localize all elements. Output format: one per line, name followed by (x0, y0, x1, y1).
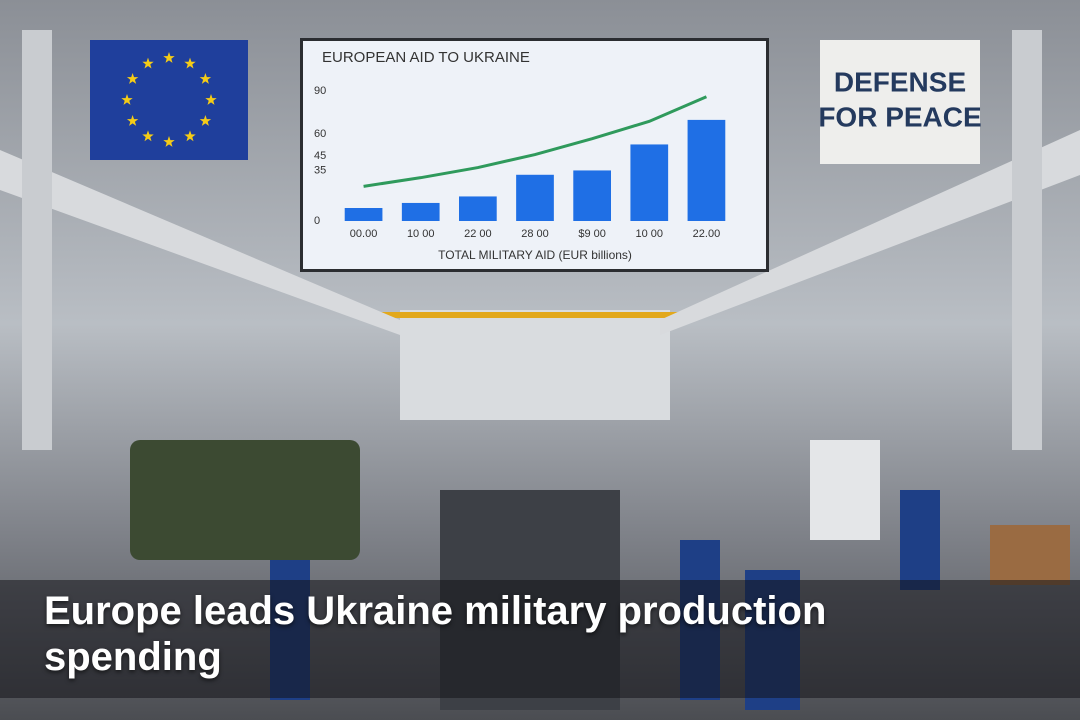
bar (516, 174, 554, 221)
bar (687, 119, 726, 221)
bar (401, 202, 440, 221)
crate (990, 525, 1070, 585)
star (199, 73, 212, 84)
bar (630, 144, 669, 221)
flag-stars (121, 52, 217, 147)
vehicle (130, 440, 360, 560)
star (184, 57, 196, 69)
star (199, 115, 212, 126)
cabinet (810, 440, 880, 540)
star (121, 94, 133, 105)
x-axis-title: TOTAL MILITARY AID (EUR billions) (438, 248, 632, 262)
star (142, 57, 154, 69)
banner (820, 40, 980, 164)
star (184, 130, 196, 142)
y-tick-label: 60 (314, 128, 326, 140)
star (126, 73, 139, 84)
x-tick-label: 22.00 (693, 228, 721, 240)
caption: Europe leads Ukraine military production… (44, 589, 827, 679)
banner-text: FOR PEACE (818, 101, 981, 132)
chart: 0 35 45 60 90 00.00 10 00 22 00 28 00 $9 00 10 00 2… (314, 85, 726, 240)
column (22, 30, 52, 450)
star (142, 130, 154, 142)
right-beam (660, 130, 1080, 335)
bar (344, 208, 383, 221)
line (363, 95, 708, 188)
bar (459, 196, 497, 221)
star (163, 52, 175, 63)
y-tick-label: 45 (314, 150, 326, 162)
chart-title: EUROPEAN AID TO UKRAINE (322, 49, 530, 66)
bar (573, 170, 611, 221)
y-tick-label: 35 (314, 164, 326, 176)
caption-band: Europe leads Ukraine military production… (0, 580, 1080, 698)
banner-text: DEFENSE (834, 66, 966, 97)
x-tick-label: 10 00 (407, 228, 435, 240)
back-wall (400, 310, 670, 420)
x-tick-label: 00.00 (350, 228, 378, 240)
left-beam (0, 150, 400, 335)
star (163, 136, 175, 147)
y-tick-label: 0 (314, 215, 320, 227)
worker (900, 490, 940, 590)
x-tick-label: 22 00 (464, 228, 492, 240)
x-tick-label: $9 00 (578, 228, 606, 240)
y-tick-label: 90 (314, 85, 326, 97)
column (1012, 30, 1042, 450)
x-tick-label: 10 00 (636, 228, 664, 240)
star (205, 94, 217, 105)
star (126, 115, 139, 126)
x-tick-label: 28 00 (521, 228, 549, 240)
crane-beam (380, 312, 680, 318)
